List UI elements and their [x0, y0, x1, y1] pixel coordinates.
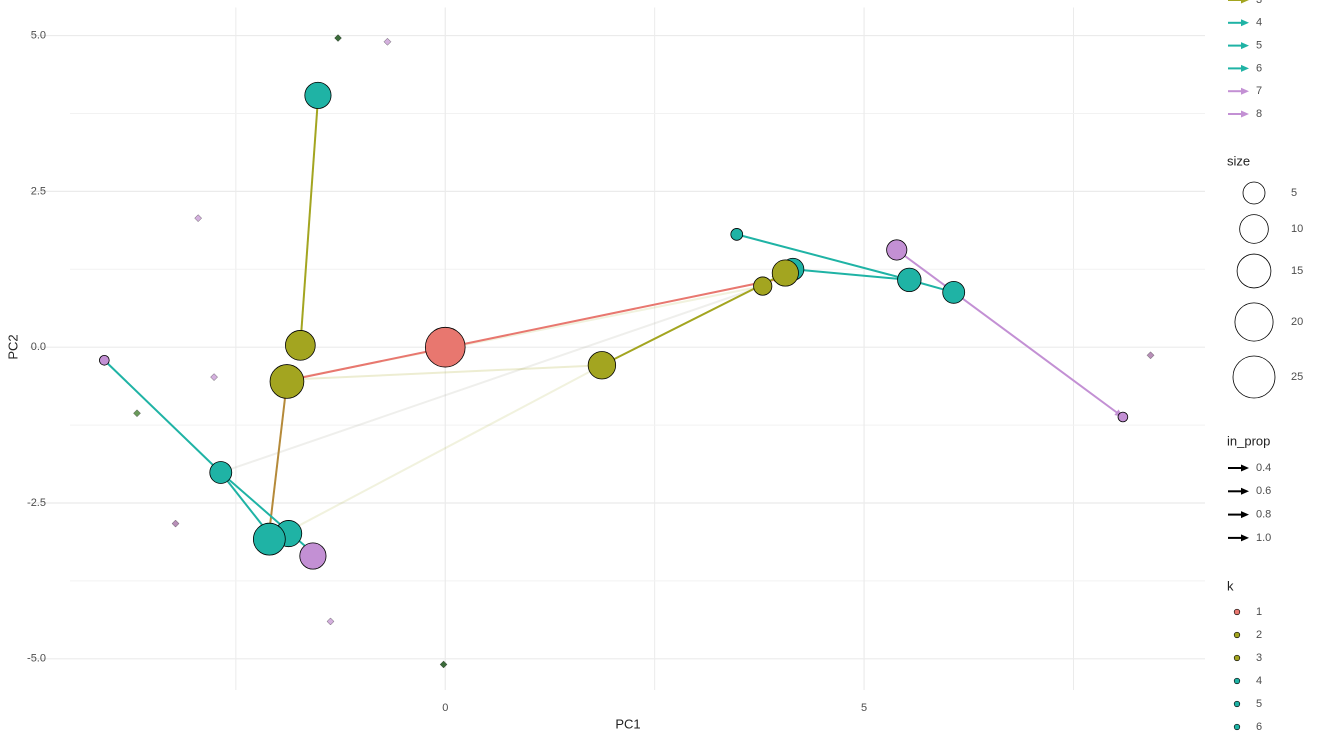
arrow: [736, 233, 910, 281]
legend-size-circle: [1239, 214, 1269, 244]
diamond-marker: [334, 34, 342, 42]
legend-label: 6: [1256, 721, 1262, 733]
legend-arrow-head: [1241, 0, 1249, 4]
legend-key: [1233, 608, 1241, 616]
y-tick-label: 2.5: [31, 185, 46, 197]
bubble: [587, 351, 617, 380]
diamond-marker: [439, 660, 448, 669]
x-tick-label: 0: [442, 702, 448, 714]
legend-size-circle: [1236, 253, 1272, 289]
diamond-marker: [194, 214, 202, 222]
bubble: [730, 228, 744, 241]
bubble: [269, 364, 305, 399]
bubble: [209, 461, 233, 484]
diamond-marker: [133, 409, 141, 418]
arrow: [288, 277, 781, 382]
legend-label: 3: [1256, 0, 1262, 6]
arrow: [601, 274, 781, 367]
legend-arrow-head: [1241, 87, 1249, 95]
legend-arrow-head: [1241, 487, 1249, 495]
legend-arrow-head: [1241, 42, 1249, 50]
legend-label: 5: [1291, 187, 1297, 199]
legend-key: [1233, 654, 1241, 662]
legend-label: 15: [1291, 265, 1303, 277]
legend-label: 4: [1256, 17, 1262, 29]
arrow: [220, 285, 764, 474]
legend-label: 6: [1256, 62, 1262, 74]
bubble: [1117, 411, 1129, 423]
legend-label: 25: [1291, 371, 1303, 383]
diamond-marker: [1146, 351, 1155, 360]
legend-label: 3: [1256, 652, 1262, 664]
x-axis-label: PC1: [615, 716, 640, 731]
legend-label: 5: [1256, 698, 1262, 710]
diamond-marker: [210, 373, 218, 381]
legend-label: 7: [1256, 85, 1262, 97]
legend-key: [1233, 677, 1241, 685]
y-tick-label: -2.5: [27, 497, 46, 509]
legend-arrow-head: [1241, 534, 1249, 542]
legend-label: 8: [1256, 108, 1262, 120]
legend-label: 10: [1291, 223, 1303, 235]
arrow: [792, 268, 910, 281]
legend-title: size: [1227, 153, 1250, 168]
arrow: [103, 359, 222, 474]
y-axis-label: PC2: [5, 334, 20, 359]
legend-size-circle: [1232, 355, 1276, 399]
legend-label: 1: [1256, 606, 1262, 618]
legend-label: 20: [1291, 316, 1303, 328]
x-tick-label: 5: [861, 702, 867, 714]
bubble: [886, 239, 908, 261]
bubble: [753, 276, 773, 296]
legend-arrow-head: [1241, 511, 1249, 519]
legend-arrow-head: [1241, 464, 1249, 472]
diamond-marker: [171, 519, 180, 528]
legend-label: 0.8: [1256, 509, 1271, 521]
legend-label: 0.6: [1256, 485, 1271, 497]
y-tick-label: 0.0: [31, 341, 46, 353]
bubble: [304, 81, 332, 109]
legend-key: [1233, 700, 1241, 708]
y-tick-label: -5.0: [27, 653, 46, 665]
y-tick-label: 5.0: [31, 29, 46, 41]
bubble: [897, 267, 922, 293]
arrow: [288, 364, 602, 381]
legend-label: 5: [1256, 40, 1262, 52]
legend-arrow-head: [1241, 19, 1249, 27]
bubble: [299, 542, 327, 570]
diamond-marker: [383, 37, 392, 46]
bubble: [942, 280, 966, 304]
legend-label: 0.4: [1256, 462, 1271, 474]
arrow: [299, 99, 319, 346]
bubble: [771, 259, 799, 287]
legend-arrow-head: [1241, 110, 1249, 118]
bubble: [285, 330, 316, 361]
bubble: [424, 326, 466, 368]
arrow: [268, 381, 288, 532]
bubble: [99, 354, 110, 366]
legend-label: 4: [1256, 675, 1262, 687]
legend-label: 2: [1256, 629, 1262, 641]
legend-size-circle: [1242, 181, 1266, 205]
arrow: [896, 249, 1124, 418]
arrow: [288, 364, 603, 532]
bubble: [253, 522, 286, 556]
legend-title: in_prop: [1227, 433, 1270, 448]
legend-title: k: [1227, 578, 1234, 593]
legend-label: 1.0: [1256, 532, 1271, 544]
diamond-marker: [326, 617, 335, 626]
legend-size-circle: [1234, 302, 1274, 342]
legend-key: [1233, 723, 1241, 731]
arrow: [219, 471, 271, 535]
legend-key: [1233, 631, 1241, 639]
legend-arrow-head: [1241, 64, 1249, 72]
